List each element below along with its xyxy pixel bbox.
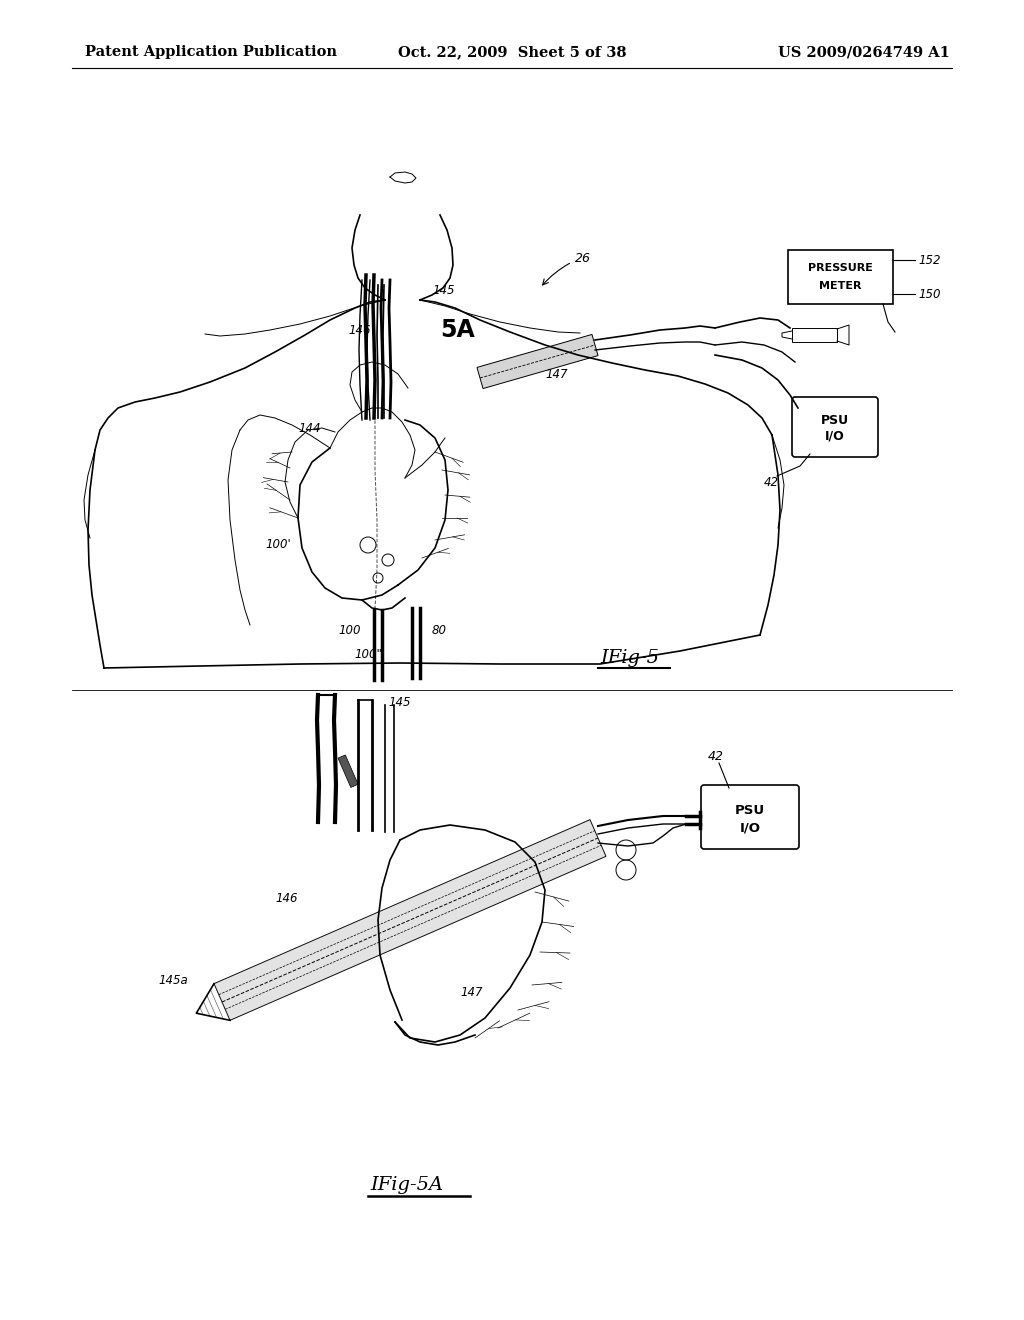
Text: 145a: 145a — [159, 974, 188, 986]
Text: 152: 152 — [918, 253, 940, 267]
Text: Patent Application Publication: Patent Application Publication — [85, 45, 337, 59]
Text: 146: 146 — [275, 891, 298, 904]
Text: METER: METER — [819, 281, 862, 290]
Text: 42: 42 — [708, 750, 724, 763]
Text: I/O: I/O — [825, 429, 845, 442]
Text: 100': 100' — [265, 539, 291, 552]
FancyBboxPatch shape — [701, 785, 799, 849]
Text: 42: 42 — [764, 475, 778, 488]
Text: 145: 145 — [432, 284, 455, 297]
Text: 80: 80 — [432, 623, 447, 636]
Text: Oct. 22, 2009  Sheet 5 of 38: Oct. 22, 2009 Sheet 5 of 38 — [397, 45, 627, 59]
Text: 145: 145 — [388, 696, 411, 709]
Text: 147: 147 — [460, 986, 482, 998]
Text: 5A: 5A — [440, 318, 475, 342]
Text: IFig-5: IFig-5 — [600, 649, 659, 667]
Text: IFig-5A: IFig-5A — [370, 1176, 443, 1195]
Text: PSU: PSU — [735, 804, 765, 817]
Text: PSU: PSU — [821, 413, 849, 426]
Text: 147: 147 — [545, 368, 567, 381]
Text: US 2009/0264749 A1: US 2009/0264749 A1 — [778, 45, 950, 59]
Text: 100: 100 — [338, 623, 360, 636]
Polygon shape — [214, 820, 606, 1020]
FancyBboxPatch shape — [792, 397, 878, 457]
Polygon shape — [338, 755, 358, 788]
Text: I/O: I/O — [739, 821, 761, 834]
Polygon shape — [477, 334, 598, 388]
Text: 150: 150 — [918, 288, 940, 301]
Text: 146: 146 — [348, 323, 371, 337]
Text: 144: 144 — [298, 421, 321, 434]
Text: 100": 100" — [354, 648, 382, 660]
Text: 26: 26 — [575, 252, 591, 264]
FancyBboxPatch shape — [792, 327, 837, 342]
FancyBboxPatch shape — [788, 249, 893, 304]
Text: PRESSURE: PRESSURE — [808, 263, 872, 273]
